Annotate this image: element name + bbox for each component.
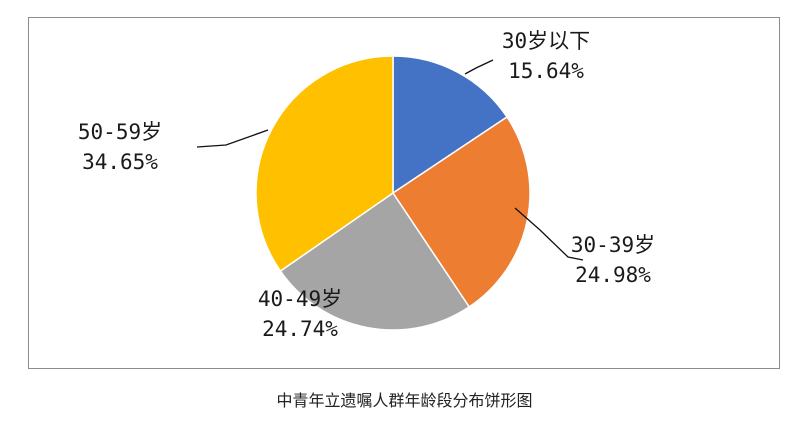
slice-value-label: 15.64%	[508, 59, 584, 83]
leader-line	[514, 207, 584, 261]
pie-slice	[392, 55, 509, 195]
pie-slice	[391, 115, 531, 308]
slice-category-label: 30-39岁	[571, 233, 655, 257]
slice-category-label: 40-49岁	[258, 287, 342, 311]
pie-slice	[279, 191, 471, 331]
slice-category-label: 30岁以下	[502, 29, 590, 53]
leader-line	[464, 59, 494, 75]
slice-value-label: 24.74%	[262, 317, 338, 341]
slice-category-label: 50-59岁	[78, 120, 162, 144]
chart-caption: 中青年立遗嘱人群年龄段分布饼形图	[276, 391, 533, 410]
pie-slice	[255, 55, 394, 273]
slice-value-label: 34.65%	[82, 150, 158, 174]
slice-value-label: 24.98%	[575, 263, 651, 287]
leader-line	[196, 129, 269, 148]
